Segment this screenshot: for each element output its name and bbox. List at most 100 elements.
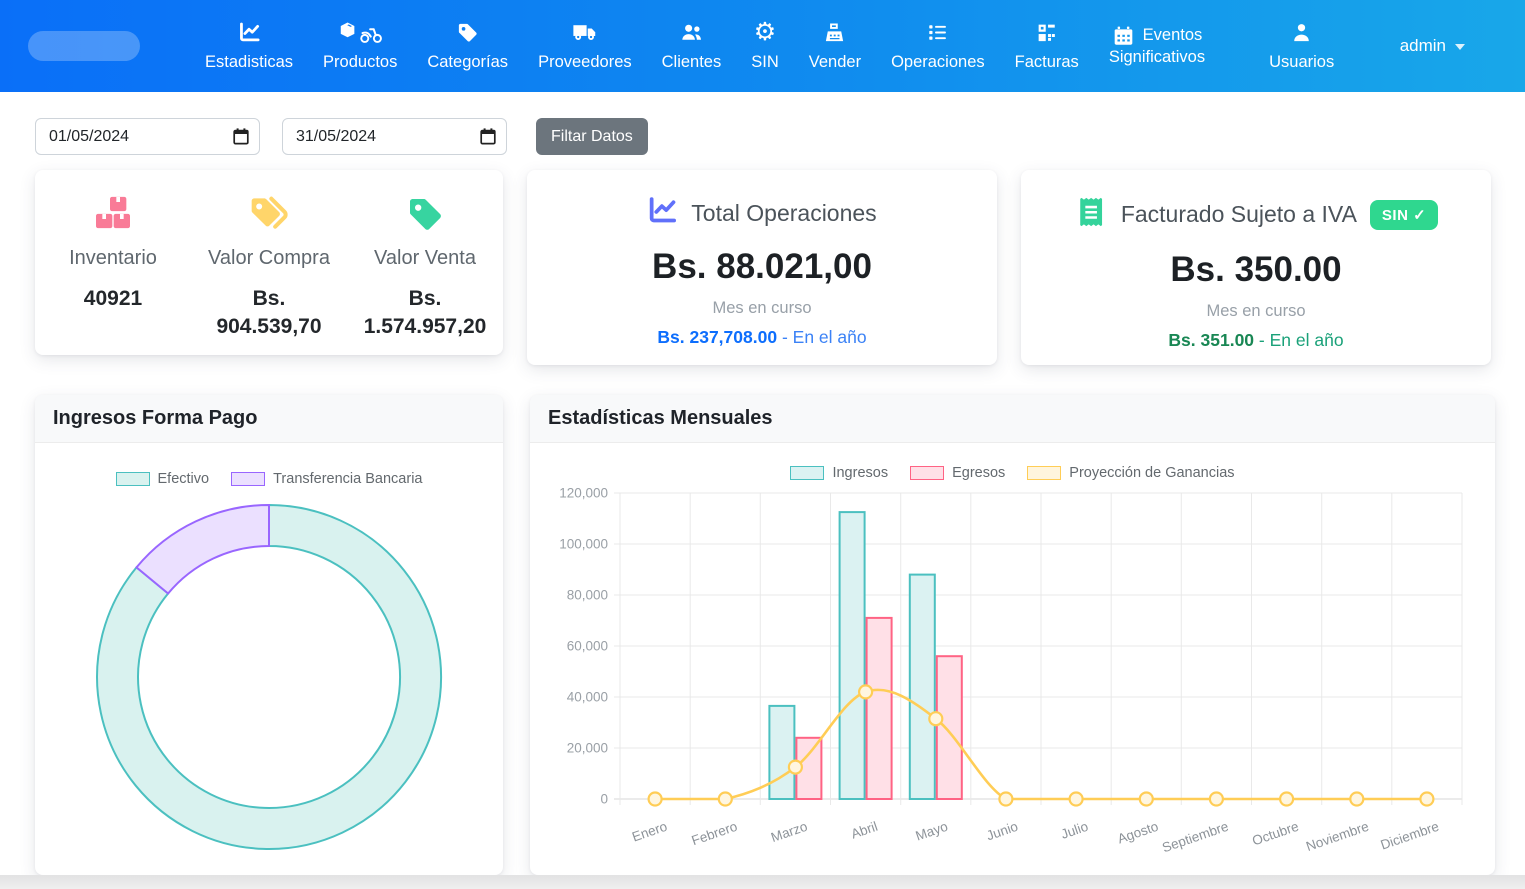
boxes-icon — [93, 193, 133, 235]
legend-item-efectivo[interactable]: Efectivo — [115, 471, 210, 487]
legend-item-proyeccion-de-ganancias[interactable]: Proyección de Ganancias — [1027, 465, 1235, 481]
period-label: Mes en curso — [1206, 302, 1306, 320]
svg-text:Febrero: Febrero — [690, 819, 740, 849]
legend-label: Transferencia Bancaria — [273, 471, 423, 487]
brand-logo[interactable] — [28, 31, 140, 61]
stat-valor-venta: Valor Venta Bs. 1.574.957,20 — [347, 193, 503, 355]
legend-label: Proyección de Ganancias — [1069, 465, 1235, 481]
month-amount: Bs. 350.00 — [1170, 250, 1342, 289]
nav-item-proveedores[interactable]: Proveedores — [523, 20, 647, 73]
truck-icon — [572, 21, 597, 44]
nav-item-productos[interactable]: Productos — [308, 20, 412, 73]
svg-text:Marzo: Marzo — [769, 819, 809, 845]
stat-inventario: Inventario 40921 — [35, 193, 191, 355]
bar-egresos-mayo — [935, 655, 963, 800]
legend-swatch — [115, 472, 150, 486]
nav-item-label: Usuarios — [1269, 52, 1335, 71]
nav-item-label: Eventos — [1142, 26, 1203, 45]
payment-method-chart-card: Ingresos Forma Pago Efectivo Transferenci… — [35, 395, 503, 875]
nav-item-label: Proveedores — [538, 52, 632, 71]
nav-item-label: Productos — [323, 52, 398, 71]
line-point-julio — [1068, 791, 1084, 807]
tag-icon — [405, 193, 445, 235]
svg-text:100,000: 100,000 — [559, 537, 608, 552]
line-point-septiembre — [1208, 791, 1225, 807]
card-title: Total Operaciones — [691, 199, 877, 226]
nav-item-label: Facturas — [1014, 52, 1079, 71]
nav-item-sin[interactable]: ⚙ SIN — [736, 19, 794, 73]
nav-item-categorias[interactable]: Categorías — [412, 20, 523, 73]
date-from-input[interactable] — [35, 118, 260, 155]
monthly-stats-chart-card: Estadísticas Mensuales Ingresos Egresos Pr… — [530, 395, 1495, 875]
nav-item-operaciones[interactable]: Operaciones — [876, 20, 1000, 73]
nav-item-eventos-significativos[interactable]: Eventos Significativos — [1094, 24, 1220, 68]
month-amount: Bs. 88.021,00 — [652, 247, 872, 286]
donut-chart — [96, 503, 443, 850]
svg-text:Diciembre: Diciembre — [1379, 819, 1441, 853]
card-title: Facturado Sujeto a IVA — [1120, 201, 1357, 227]
bars-legend: Ingresos Egresos Proyección de Ganancias — [530, 465, 1495, 481]
line-point-abril — [858, 684, 874, 700]
legend-item-egresos[interactable]: Egresos — [910, 465, 1005, 481]
svg-text:Abril: Abril — [849, 819, 879, 842]
chart-line-icon — [238, 21, 261, 44]
nav-item-label: Clientes — [661, 52, 722, 71]
chevron-down-icon — [1455, 44, 1465, 50]
user-menu[interactable]: admin — [1400, 36, 1465, 56]
nav-item-label: Significativos — [1108, 48, 1206, 67]
stat-label: Valor Venta — [374, 247, 476, 269]
stat-value: Bs. 1.574.957,20 — [363, 287, 487, 338]
svg-text:0: 0 — [600, 792, 608, 807]
stat-value: Bs. 904.539,70 — [216, 287, 322, 338]
donut-slice-transferencia-bancaria — [135, 503, 270, 595]
line-point-agosto — [1138, 791, 1154, 807]
stat-label: Inventario — [69, 247, 157, 269]
svg-text:60,000: 60,000 — [567, 639, 608, 654]
svg-text:Octubre: Octubre — [1250, 819, 1300, 849]
date-to-field — [282, 118, 507, 155]
line-point-octubre — [1278, 791, 1295, 807]
legend-swatch — [1027, 466, 1062, 480]
bar-ingresos-marzo — [768, 704, 796, 800]
nav-item-estadisticas[interactable]: Estadisticas — [190, 20, 308, 73]
nav-item-usuarios[interactable]: Usuarios — [1254, 20, 1349, 73]
legend-label: Efectivo — [157, 471, 210, 487]
grid-icon — [1035, 21, 1058, 44]
calendar-icon — [1112, 24, 1135, 47]
date-to-input[interactable] — [282, 118, 507, 155]
navbar: Estadisticas Productos Categorías Proveedor… — [0, 0, 1525, 92]
filter-data-button[interactable]: Filtar Datos — [536, 118, 648, 155]
nav-item-clientes[interactable]: Clientes — [647, 20, 737, 73]
nav-item-label: Categorías — [427, 52, 509, 71]
filters-row: Filtar Datos — [35, 118, 1525, 155]
svg-text:20,000: 20,000 — [567, 741, 608, 756]
svg-text:Agosto: Agosto — [1116, 819, 1161, 847]
stat-value: 40921 — [83, 287, 143, 310]
legend-item-ingresos[interactable]: Ingresos — [790, 465, 888, 481]
line-point-junio — [998, 791, 1014, 807]
svg-text:80,000: 80,000 — [567, 588, 608, 603]
users-icon — [680, 21, 703, 44]
legend-swatch — [910, 466, 945, 480]
inventory-card: Inventario 40921 Valor Compra Bs. 904.53… — [35, 170, 503, 355]
stat-valor-compra: Valor Compra Bs. 904.539,70 — [191, 193, 347, 355]
nav-item-vender[interactable]: Vender — [794, 20, 876, 73]
svg-text:Mayo: Mayo — [914, 819, 950, 844]
total-operations-card: Total Operaciones Bs. 88.021,00 Mes en c… — [527, 170, 997, 365]
stat-label: Valor Compra — [208, 247, 330, 269]
user-icon — [1290, 21, 1313, 44]
nav-item-facturas[interactable]: Facturas — [1000, 20, 1094, 73]
nav-item-label: Vender — [808, 52, 862, 71]
legend-item-transferencia-bancaria[interactable]: Transferencia Bancaria — [231, 471, 422, 487]
nav-item-label: Operaciones — [891, 52, 985, 71]
chart-title: Estadísticas Mensuales — [548, 407, 773, 429]
line-point-marzo — [787, 759, 803, 775]
line-point-enero — [647, 791, 663, 807]
date-from-field — [35, 118, 260, 155]
page-bottom-strip — [0, 875, 1525, 889]
box-motorcycle-icon — [338, 21, 383, 44]
svg-text:Junio: Junio — [984, 819, 1019, 844]
cash-register-icon — [823, 21, 846, 44]
bar-egresos-abril — [865, 616, 893, 800]
year-amount-line: Bs. 351.00 - En el año — [1168, 330, 1344, 350]
